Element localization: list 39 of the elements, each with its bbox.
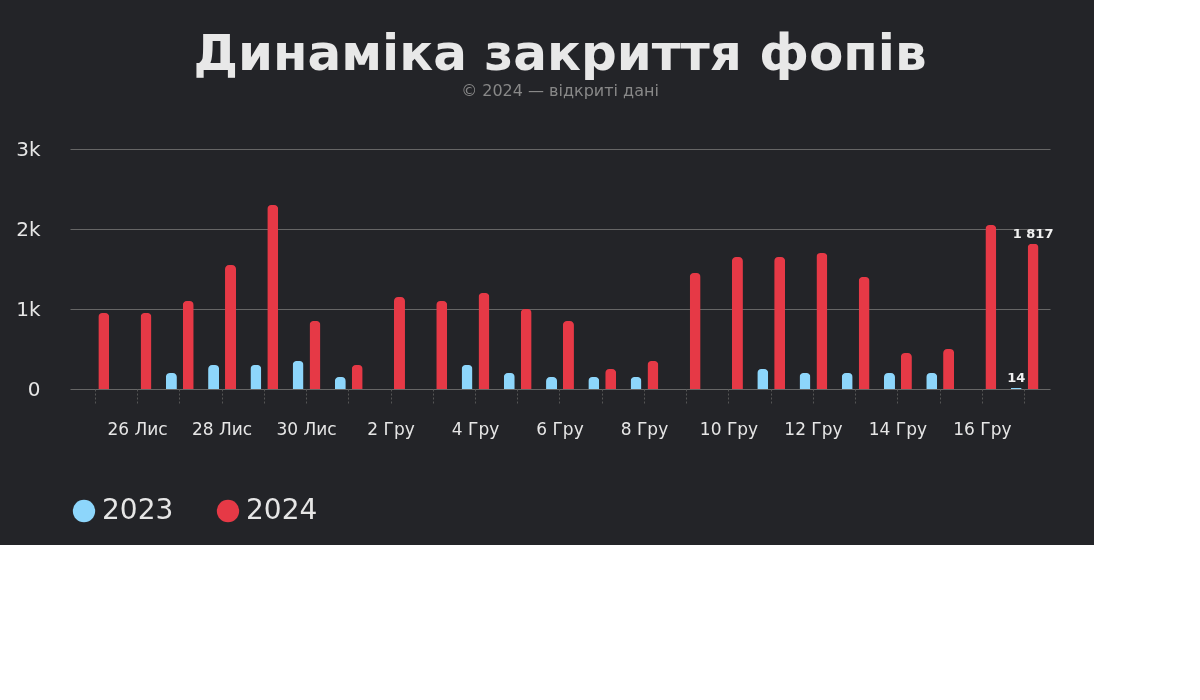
- x-tick-label: 30 Лис: [276, 418, 337, 439]
- bar: [1027, 243, 1039, 389]
- bar: [309, 321, 321, 389]
- bar: [267, 205, 279, 389]
- text: © 2024 — відкриті дані: [461, 81, 659, 100]
- bar: [478, 293, 490, 389]
- bar: [816, 253, 828, 389]
- bar: [520, 309, 532, 389]
- bar: [182, 301, 194, 389]
- x-tick-label: 26 Лис: [107, 418, 168, 439]
- x-tick-label: 12 Гру: [784, 418, 843, 439]
- bar: [140, 313, 152, 389]
- y-tick-label: 3k: [16, 136, 41, 161]
- legend-label: 2023: [102, 493, 174, 526]
- bar: [689, 273, 701, 389]
- bar: [774, 257, 786, 389]
- x-tick-label: 28 Лис: [191, 418, 253, 439]
- x-tick-label: 10 Гру: [699, 418, 759, 439]
- bar: [562, 321, 574, 389]
- x-tick-label: 8 Гру: [620, 418, 669, 439]
- y-tick-label: 0: [27, 376, 41, 401]
- chart-title: Динаміка закриття фопів: [193, 24, 927, 82]
- x-tick-label: 4 Гру: [451, 418, 500, 439]
- legend-label: 2024: [246, 493, 318, 526]
- data-label: 1 817: [1012, 225, 1054, 241]
- x-tick-label: 14 Гру: [868, 418, 928, 439]
- y-tick-label: 1k: [16, 296, 41, 321]
- x-tick-label: 6 Гру: [536, 418, 584, 439]
- bar: [98, 313, 110, 389]
- y-tick-label: 2k: [16, 216, 41, 241]
- x-tick-label: 16 Гру: [953, 418, 1012, 439]
- bar: [985, 225, 997, 389]
- x-tick-label: 2 Гру: [367, 418, 415, 439]
- bar: [731, 257, 743, 389]
- bar: [225, 265, 237, 389]
- data-label: 14: [1007, 369, 1026, 385]
- bar: [858, 277, 870, 389]
- bar: [393, 297, 405, 389]
- bar: [436, 301, 448, 389]
